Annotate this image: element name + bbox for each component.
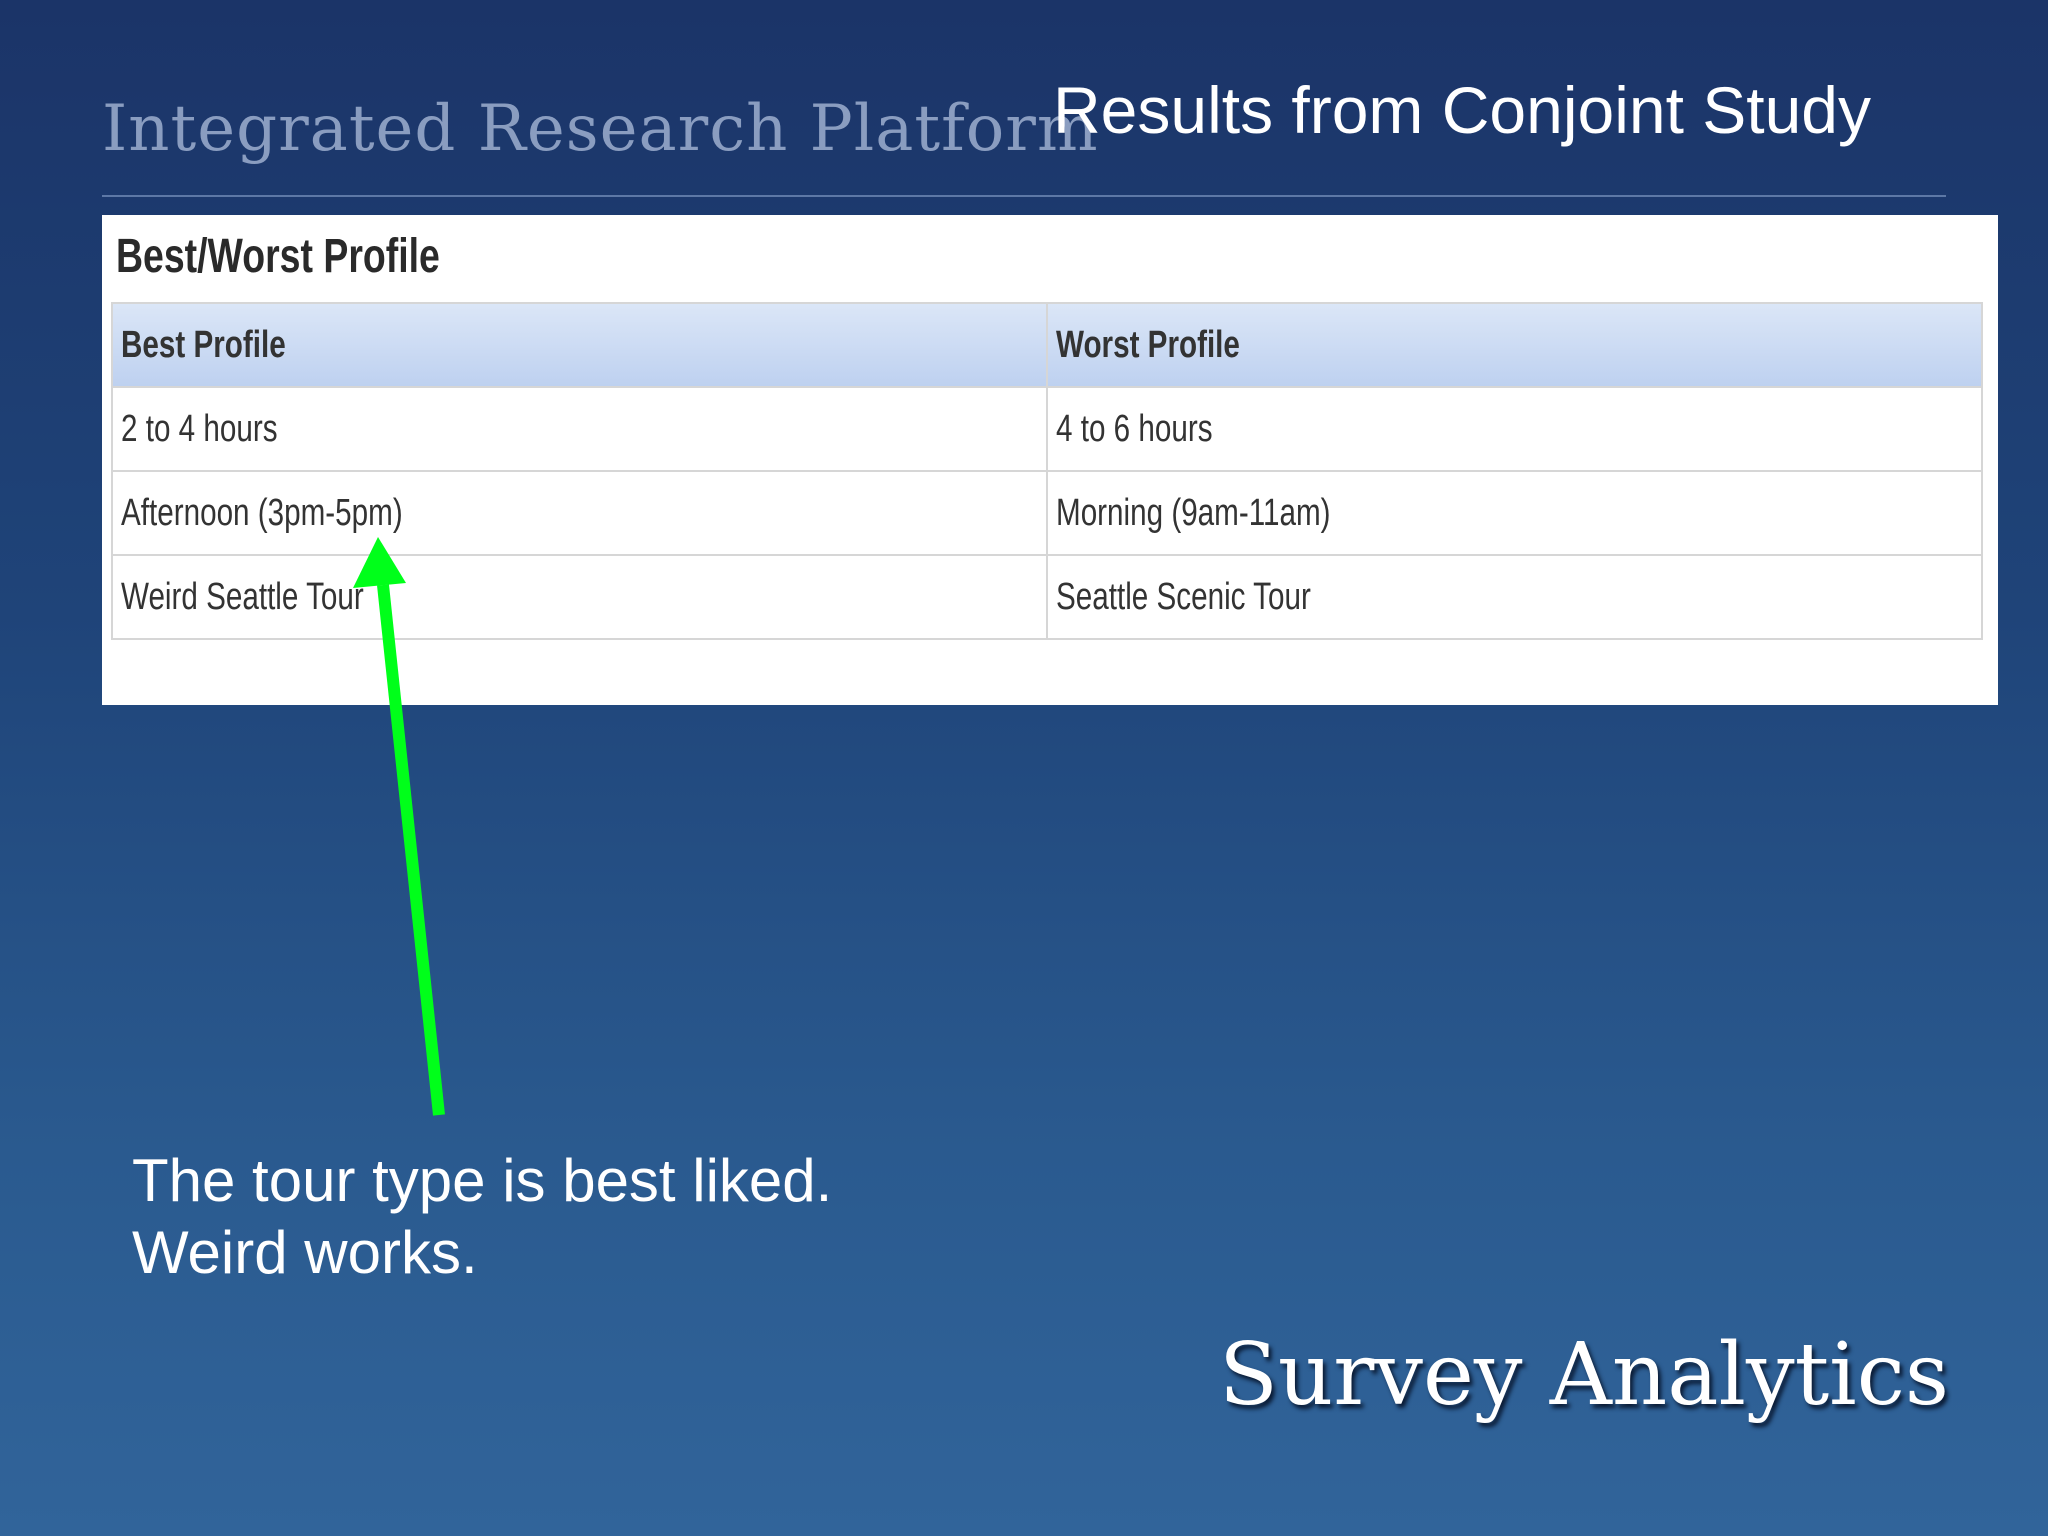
table-row: Weird Seattle Tour Seattle Scenic Tour (111, 554, 1983, 640)
table-body: 2 to 4 hours 4 to 6 hours Afternoon (3pm-5… (111, 386, 1983, 640)
footer-brand: Survey Analytics (1218, 1325, 1949, 1425)
panel-title: Best/Worst Profile (116, 230, 440, 283)
table-cell: Weird Seattle Tour (111, 554, 1048, 640)
annotation-line: Weird works. (132, 1219, 478, 1286)
cell-text: Morning (9am-11am) (1056, 491, 1331, 534)
table-cell: Seattle Scenic Tour (1046, 554, 1983, 640)
header-row: Best Profile Worst Profile (111, 302, 1983, 388)
column-header: Worst Profile (1046, 302, 1983, 388)
column-header: Best Profile (111, 302, 1048, 388)
cell-text: 2 to 4 hours (121, 407, 278, 450)
table-cell: 4 to 6 hours (1046, 386, 1983, 472)
header-text: Best Profile (121, 323, 286, 366)
table-cell: Afternoon (3pm-5pm) (111, 470, 1048, 556)
annotation: The tour type is best liked. Weird works… (132, 1145, 832, 1289)
profile-table: Best Profile Worst Profile 2 to 4 hours 4… (111, 302, 1983, 640)
cell-text: Seattle Scenic Tour (1056, 575, 1311, 618)
table-cell: Morning (9am-11am) (1046, 470, 1983, 556)
divider (102, 195, 1946, 197)
cell-text: Afternoon (3pm-5pm) (121, 491, 403, 534)
header-text: Worst Profile (1056, 323, 1240, 366)
results-panel: Best/Worst Profile Best Profile Worst Pr… (102, 215, 1998, 705)
cell-text: 4 to 6 hours (1056, 407, 1213, 450)
table-cell: 2 to 4 hours (111, 386, 1048, 472)
annotation-line: The tour type is best liked. (132, 1147, 833, 1214)
table-row: 2 to 4 hours 4 to 6 hours (111, 386, 1983, 472)
slide-title: Results from Conjoint Study (1053, 73, 1872, 147)
cell-text: Weird Seattle Tour (121, 575, 364, 618)
brand: Integrated Research Platform (102, 92, 1099, 166)
table-row: Afternoon (3pm-5pm) Morning (9am-11am) (111, 470, 1983, 556)
